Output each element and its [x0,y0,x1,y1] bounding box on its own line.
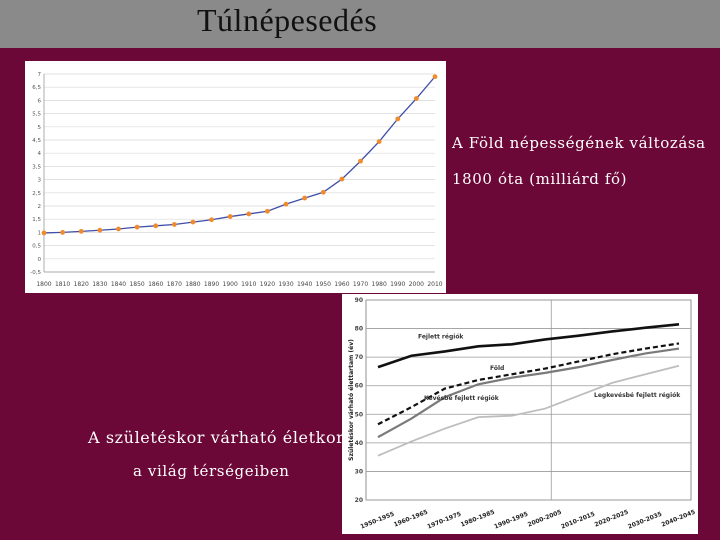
population-point [78,228,84,234]
population-point [376,139,382,144]
y-tick-label: 70 [355,354,363,361]
population-point [190,219,196,225]
x-tick-label: 1950-1955 [359,511,395,531]
x-tick-label: 2030-2035 [627,511,663,531]
x-tick-label: 1850 [129,281,144,288]
y-tick-label: 0,5 [32,244,41,250]
x-tick-label: 1870 [167,281,182,288]
x-tick-label: 2040-2045 [660,509,696,529]
x-tick-label: 1930 [278,281,293,288]
slide-title: Túlnépesedés [197,2,378,38]
x-tick-label: 1830 [92,281,107,288]
x-tick-label: 1950 [316,281,331,288]
plot-frame [365,299,692,501]
x-tick-label: 1970-1975 [426,511,462,531]
population-chart-panel: 7 6,5 6 5,5 5 4,5 4 3,5 3 2,5 2 1,5 1 0,5 0 -0,5 1800 181… [25,61,446,293]
population-point [209,217,214,223]
x-tick-label: 2000 [409,281,424,288]
series-line-2 [377,342,680,426]
population-point [60,230,66,235]
y-tick-label: 4,5 [32,138,41,144]
life-expectancy-caption-line1: A születéskor várható életkor [88,428,345,447]
y-tick-label: 1 [38,230,42,236]
x-tick-label: 1810 [55,281,70,288]
population-caption-line2: 1800 óta (milliárd fő) [452,170,628,188]
y-tick-label: 50 [355,411,363,418]
x-tick-label: 1990 [390,281,405,288]
x-tick-label: 1820 [74,281,89,288]
y-tick-label: 80 [355,326,363,333]
population-series-line [43,76,436,234]
population-point [97,227,103,233]
x-tick-label: 1880 [185,281,200,288]
population-point [227,214,233,219]
life-expectancy-chart: 20 30 40 50 60 70 80 90 Születéskor várható élet… [348,297,696,531]
x-tick-label: 1900 [223,281,238,288]
y-tick-label: 0 [38,257,42,263]
x-tick-label: 2000-2005 [527,509,563,529]
population-point [358,158,363,164]
life-expectancy-caption-line2: a világ térségeiben [133,462,290,480]
y-tick-label: 6 [38,98,42,104]
population-point [395,116,401,122]
population-caption-line1: A Föld népességének változása [452,134,706,152]
y-tick-label: 90 [355,297,363,304]
series-line-3 [377,347,680,439]
y-tick-label: 3 [38,178,42,184]
x-tick-label: 1860 [148,281,163,288]
population-point [339,176,345,182]
population-point [41,230,47,236]
population-point [153,223,159,229]
x-tick-label: 1920 [260,281,275,288]
x-tick-label: 1960 [334,281,349,288]
x-tick-label: 1940 [297,281,312,288]
series-annotation: Legkevésbé fejlett régiók [594,392,681,399]
title-bar: Túlnépesedés [0,0,720,48]
y-tick-label: 20 [355,497,363,504]
x-tick-label: 1990-1995 [493,511,529,531]
life-expectancy-chart-panel: 20 30 40 50 60 70 80 90 Születéskor várható élet… [342,294,698,534]
x-tick-label: 1960-1965 [393,509,429,529]
y-tick-label: 5,5 [32,112,41,118]
population-point [171,222,177,227]
series-line-4 [377,364,680,457]
y-tick-label: 5 [38,125,42,131]
series-line-1 [377,322,680,369]
population-point [134,224,140,230]
y-tick-label: 30 [355,468,363,475]
population-point [116,226,121,232]
population-point [265,208,270,214]
y-tick-label: 1,5 [32,217,41,223]
series-annotation: Fejlett régiók [418,334,464,341]
population-point [283,201,289,207]
y-tick-label: 3,5 [32,164,41,170]
y-tick-label: 40 [355,440,363,447]
y-tick-label: 2 [38,204,42,210]
x-tick-label: 1910 [241,281,256,288]
y-tick-label: -0,5 [30,270,41,276]
population-point [413,96,419,101]
x-tick-label: 1840 [111,281,126,288]
x-tick-label: 1980-1985 [460,509,496,529]
series-annotation: Kevésbé fejlett régiók [424,395,500,402]
y-tick-label: 2,5 [32,191,41,197]
series-annotation: Föld [490,365,504,372]
x-tick-label: 1890 [204,281,219,288]
x-tick-label: 1970 [353,281,368,288]
population-point [432,74,438,80]
x-tick-label: 1800 [36,281,51,288]
population-point [246,211,252,217]
population-point [302,195,308,201]
x-tick-label: 2010-2015 [560,511,596,531]
x-tick-label: 2020-2025 [594,509,630,529]
x-tick-label: 1980 [372,281,387,288]
population-chart: 7 6,5 6 5,5 5 4,5 4 3,5 3 2,5 2 1,5 1 0,5 0 -0,5 1800 181… [30,72,443,288]
y-tick-label: 4 [38,151,42,157]
y-axis-label: Születéskor várható élettartam (év) [348,339,355,461]
population-point [320,189,326,195]
y-tick-label: 6,5 [32,85,41,91]
y-tick-label: 7 [38,72,42,78]
y-tick-label: 60 [355,383,363,390]
x-tick-label: 2010 [427,281,442,288]
